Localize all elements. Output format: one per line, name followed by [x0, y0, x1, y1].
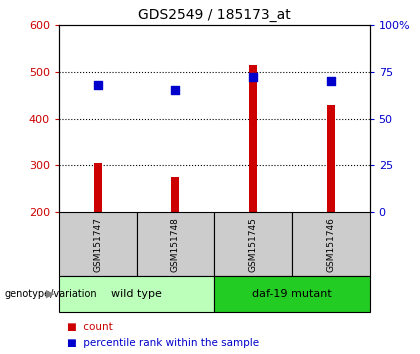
- Point: [328, 78, 334, 84]
- Text: GSM151748: GSM151748: [171, 217, 180, 272]
- Bar: [327, 104, 335, 212]
- Text: ■  count: ■ count: [67, 322, 113, 332]
- Title: GDS2549 / 185173_at: GDS2549 / 185173_at: [138, 8, 291, 22]
- Bar: [94, 163, 102, 212]
- Point: [94, 82, 101, 88]
- Text: wild type: wild type: [111, 289, 162, 299]
- Bar: [249, 65, 257, 212]
- Text: ■  percentile rank within the sample: ■ percentile rank within the sample: [67, 338, 259, 348]
- Text: daf-19 mutant: daf-19 mutant: [252, 289, 332, 299]
- Text: GSM151746: GSM151746: [326, 217, 335, 272]
- Text: genotype/variation: genotype/variation: [4, 289, 97, 299]
- Bar: [171, 177, 179, 212]
- Point: [172, 87, 179, 93]
- Text: GSM151745: GSM151745: [249, 217, 257, 272]
- Text: ▶: ▶: [46, 289, 55, 299]
- Text: GSM151747: GSM151747: [93, 217, 102, 272]
- Point: [249, 74, 256, 80]
